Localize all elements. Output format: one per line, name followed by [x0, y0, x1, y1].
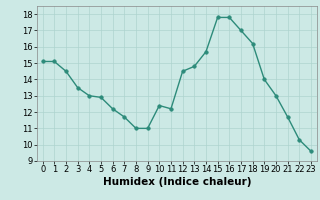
X-axis label: Humidex (Indice chaleur): Humidex (Indice chaleur)	[102, 177, 251, 187]
